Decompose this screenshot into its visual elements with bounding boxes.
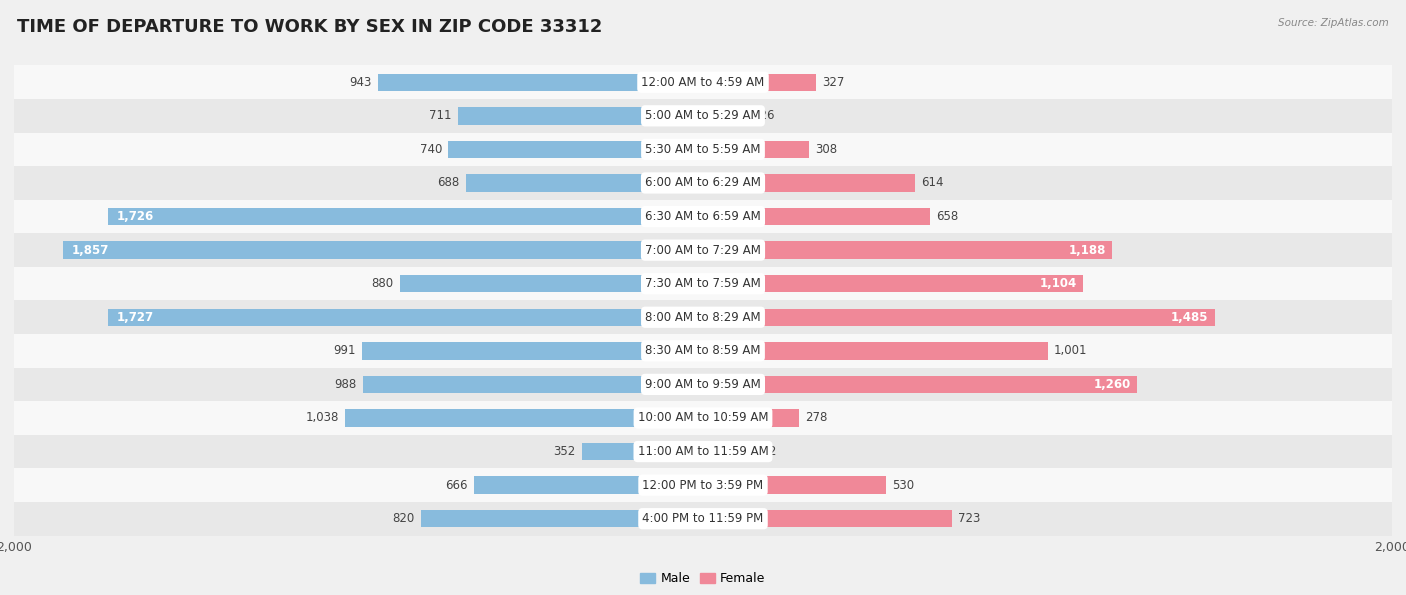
Text: 988: 988 [335,378,357,391]
Bar [108,309,703,326]
Bar [0,300,1406,334]
Text: 8:30 AM to 8:59 AM: 8:30 AM to 8:59 AM [645,345,761,358]
Text: 1,857: 1,857 [72,243,110,256]
Bar [703,242,1112,259]
Bar [703,74,815,91]
Text: 5:00 AM to 5:29 AM: 5:00 AM to 5:29 AM [645,109,761,123]
Text: 1,485: 1,485 [1171,311,1208,324]
Text: 943: 943 [350,76,373,89]
Bar [0,133,1406,166]
Text: 688: 688 [437,177,460,189]
Text: 658: 658 [936,210,957,223]
Text: 723: 723 [959,512,980,525]
Bar [399,275,703,292]
Text: 4:00 PM to 11:59 PM: 4:00 PM to 11:59 PM [643,512,763,525]
Bar [63,242,703,259]
Bar [465,174,703,192]
Text: 1,727: 1,727 [117,311,153,324]
Text: 12:00 AM to 4:59 AM: 12:00 AM to 4:59 AM [641,76,765,89]
Bar [420,510,703,527]
Text: 9:00 AM to 9:59 AM: 9:00 AM to 9:59 AM [645,378,761,391]
Text: 7:00 AM to 7:29 AM: 7:00 AM to 7:29 AM [645,243,761,256]
Bar [703,342,1047,359]
Bar [0,401,1406,435]
Text: 880: 880 [371,277,394,290]
Text: 1,038: 1,038 [307,412,339,424]
Text: 11:00 AM to 11:59 AM: 11:00 AM to 11:59 AM [638,445,768,458]
Text: 327: 327 [823,76,844,89]
Bar [458,107,703,124]
Bar [0,233,1406,267]
Text: 6:30 AM to 6:59 AM: 6:30 AM to 6:59 AM [645,210,761,223]
Bar [703,208,929,226]
Bar [0,200,1406,233]
Bar [361,342,703,359]
Bar [0,65,1406,99]
Bar [108,208,703,226]
Bar [0,99,1406,133]
Text: 740: 740 [419,143,441,156]
Text: 1,001: 1,001 [1054,345,1087,358]
Bar [449,140,703,158]
Bar [703,107,747,124]
Bar [363,375,703,393]
Text: TIME OF DEPARTURE TO WORK BY SEX IN ZIP CODE 33312: TIME OF DEPARTURE TO WORK BY SEX IN ZIP … [17,18,602,36]
Text: 614: 614 [921,177,943,189]
Bar [474,477,703,494]
Text: 1,726: 1,726 [117,210,155,223]
Text: Source: ZipAtlas.com: Source: ZipAtlas.com [1278,18,1389,28]
Bar [703,443,748,461]
Text: 666: 666 [444,478,467,491]
Legend: Male, Female: Male, Female [636,568,770,590]
Text: 10:00 AM to 10:59 AM: 10:00 AM to 10:59 AM [638,412,768,424]
Bar [703,309,1215,326]
Bar [703,140,808,158]
Text: 991: 991 [333,345,356,358]
Bar [0,435,1406,468]
Bar [0,334,1406,368]
Text: 1,260: 1,260 [1094,378,1130,391]
Bar [0,502,1406,536]
Bar [0,166,1406,200]
Text: 352: 352 [554,445,575,458]
Text: 530: 530 [891,478,914,491]
Bar [703,477,886,494]
Bar [0,468,1406,502]
Bar [0,368,1406,401]
Bar [703,375,1137,393]
Bar [703,510,952,527]
Text: 1,188: 1,188 [1069,243,1107,256]
Text: 132: 132 [755,445,778,458]
Text: 7:30 AM to 7:59 AM: 7:30 AM to 7:59 AM [645,277,761,290]
Text: 278: 278 [806,412,827,424]
Bar [582,443,703,461]
Bar [378,74,703,91]
Text: 8:00 AM to 8:29 AM: 8:00 AM to 8:29 AM [645,311,761,324]
Text: 12:00 PM to 3:59 PM: 12:00 PM to 3:59 PM [643,478,763,491]
Bar [703,174,914,192]
Bar [703,275,1083,292]
Text: 6:00 AM to 6:29 AM: 6:00 AM to 6:29 AM [645,177,761,189]
Text: 308: 308 [815,143,838,156]
Bar [703,409,799,427]
Bar [346,409,703,427]
Text: 1,104: 1,104 [1040,277,1077,290]
Text: 126: 126 [752,109,775,123]
Text: 820: 820 [392,512,415,525]
Text: 5:30 AM to 5:59 AM: 5:30 AM to 5:59 AM [645,143,761,156]
Text: 711: 711 [429,109,451,123]
Bar [0,267,1406,300]
